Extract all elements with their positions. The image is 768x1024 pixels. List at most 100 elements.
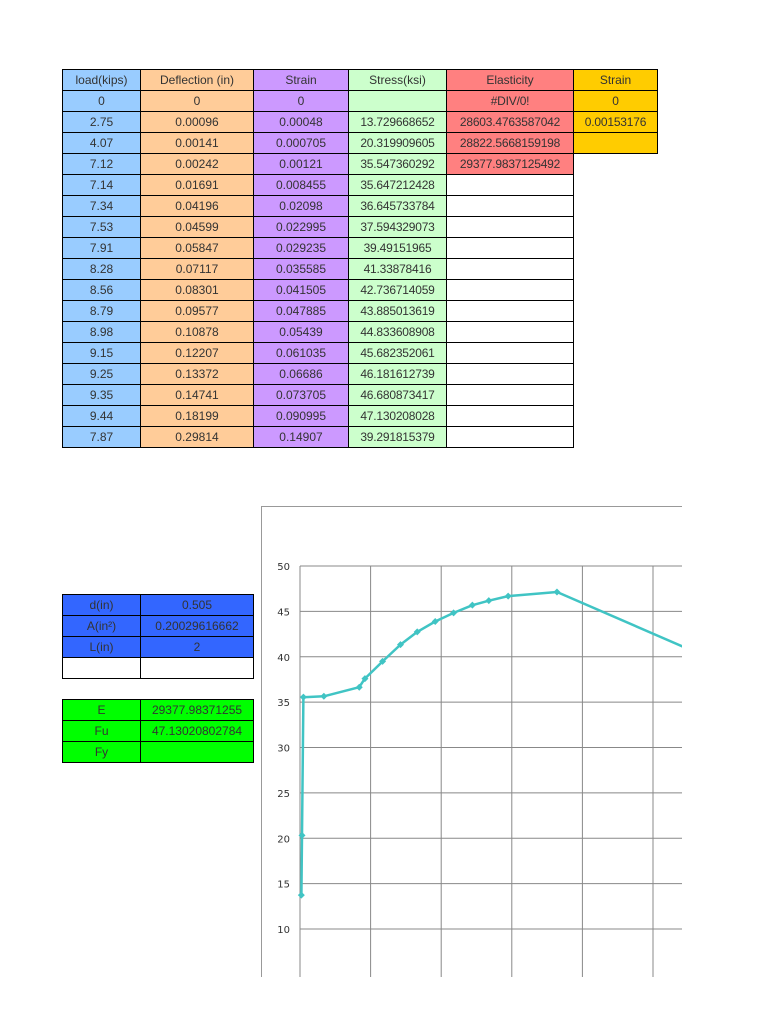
elasticity-cell[interactable] bbox=[446, 237, 574, 259]
strain-cell[interactable]: 0.061035 bbox=[253, 342, 349, 364]
deflection-cell[interactable]: 0.00242 bbox=[140, 153, 254, 175]
strain-cell[interactable]: 0.02098 bbox=[253, 195, 349, 217]
deflection-cell[interactable]: 0.13372 bbox=[140, 363, 254, 385]
stress-cell[interactable]: 36.645733784 bbox=[348, 195, 447, 217]
ultimate-strength-label[interactable]: Fu bbox=[62, 720, 141, 742]
header-deflection[interactable]: Deflection (in) bbox=[140, 69, 254, 91]
load-cell[interactable]: 8.28 bbox=[62, 258, 141, 280]
header-stress[interactable]: Stress(ksi) bbox=[348, 69, 447, 91]
stress-cell[interactable]: 37.594329073 bbox=[348, 216, 447, 238]
header-strain-2[interactable]: Strain bbox=[573, 69, 658, 91]
strain-2-cell[interactable]: 0 bbox=[573, 90, 658, 112]
strain-cell[interactable]: 0.029235 bbox=[253, 237, 349, 259]
diameter-label[interactable]: d(in) bbox=[62, 594, 141, 616]
modulus-value[interactable]: 29377.98371255 bbox=[140, 699, 254, 721]
deflection-cell[interactable]: 0 bbox=[140, 90, 254, 112]
stress-cell[interactable]: 46.181612739 bbox=[348, 363, 447, 385]
load-cell[interactable]: 4.07 bbox=[62, 132, 141, 154]
deflection-cell[interactable]: 0.00096 bbox=[140, 111, 254, 133]
elasticity-cell[interactable]: #DIV/0! bbox=[446, 90, 574, 112]
load-cell[interactable]: 0 bbox=[62, 90, 141, 112]
header-load[interactable]: load(kips) bbox=[62, 69, 141, 91]
deflection-cell[interactable]: 0.07117 bbox=[140, 258, 254, 280]
strain-2-cell[interactable] bbox=[574, 406, 658, 427]
strain-2-cell[interactable] bbox=[574, 343, 658, 364]
strain-2-cell[interactable] bbox=[574, 427, 658, 448]
length-value[interactable]: 2 bbox=[140, 636, 254, 658]
deflection-cell[interactable]: 0.18199 bbox=[140, 405, 254, 427]
strain-cell[interactable]: 0.00121 bbox=[253, 153, 349, 175]
strain-cell[interactable]: 0.00048 bbox=[253, 111, 349, 133]
deflection-cell[interactable]: 0.01691 bbox=[140, 174, 254, 196]
load-cell[interactable]: 7.34 bbox=[62, 195, 141, 217]
empty-cell[interactable] bbox=[62, 657, 141, 679]
deflection-cell[interactable]: 0.12207 bbox=[140, 342, 254, 364]
stress-cell[interactable]: 35.647212428 bbox=[348, 174, 447, 196]
load-cell[interactable]: 9.15 bbox=[62, 342, 141, 364]
strain-cell[interactable]: 0.000705 bbox=[253, 132, 349, 154]
yield-strength-label[interactable]: Fy bbox=[62, 741, 141, 763]
stress-cell[interactable]: 46.680873417 bbox=[348, 384, 447, 406]
strain-2-cell[interactable]: 0.00153176 bbox=[573, 111, 658, 133]
stress-strain-chart[interactable]: 10 15 20 25 30 35 40 45 50 bbox=[261, 506, 682, 977]
strain-2-cell[interactable] bbox=[574, 364, 658, 385]
strain-2-cell[interactable] bbox=[574, 322, 658, 343]
strain-cell[interactable]: 0.073705 bbox=[253, 384, 349, 406]
strain-2-cell[interactable] bbox=[574, 154, 658, 175]
elasticity-cell[interactable]: 29377.9837125492 bbox=[446, 153, 574, 175]
load-cell[interactable]: 2.75 bbox=[62, 111, 141, 133]
load-cell[interactable]: 8.56 bbox=[62, 279, 141, 301]
stress-cell[interactable]: 43.885013619 bbox=[348, 300, 447, 322]
stress-cell[interactable]: 39.49151965 bbox=[348, 237, 447, 259]
strain-2-cell[interactable] bbox=[574, 238, 658, 259]
strain-2-cell[interactable] bbox=[574, 196, 658, 217]
elasticity-cell[interactable]: 28603.4763587042 bbox=[446, 111, 574, 133]
elasticity-cell[interactable] bbox=[446, 300, 574, 322]
deflection-cell[interactable]: 0.14741 bbox=[140, 384, 254, 406]
header-strain[interactable]: Strain bbox=[253, 69, 349, 91]
strain-cell[interactable]: 0 bbox=[253, 90, 349, 112]
deflection-cell[interactable]: 0.05847 bbox=[140, 237, 254, 259]
strain-2-cell[interactable] bbox=[574, 385, 658, 406]
elasticity-cell[interactable] bbox=[446, 384, 574, 406]
stress-cell[interactable] bbox=[348, 90, 447, 112]
stress-cell[interactable]: 44.833608908 bbox=[348, 321, 447, 343]
elasticity-cell[interactable] bbox=[446, 342, 574, 364]
stress-cell[interactable]: 47.130208028 bbox=[348, 405, 447, 427]
elasticity-cell[interactable] bbox=[446, 405, 574, 427]
stress-cell[interactable]: 41.33878416 bbox=[348, 258, 447, 280]
elasticity-cell[interactable]: 28822.5668159198 bbox=[446, 132, 574, 154]
header-elasticity[interactable]: Elasticity bbox=[446, 69, 574, 91]
elasticity-cell[interactable] bbox=[446, 321, 574, 343]
elasticity-cell[interactable] bbox=[446, 363, 574, 385]
load-cell[interactable]: 9.44 bbox=[62, 405, 141, 427]
area-label[interactable]: A(in²) bbox=[62, 615, 141, 637]
length-label[interactable]: L(in) bbox=[62, 636, 141, 658]
load-cell[interactable]: 9.25 bbox=[62, 363, 141, 385]
strain-cell[interactable]: 0.008455 bbox=[253, 174, 349, 196]
strain-cell[interactable]: 0.06686 bbox=[253, 363, 349, 385]
stress-cell[interactable]: 20.319909605 bbox=[348, 132, 447, 154]
deflection-cell[interactable]: 0.08301 bbox=[140, 279, 254, 301]
deflection-cell[interactable]: 0.10878 bbox=[140, 321, 254, 343]
deflection-cell[interactable]: 0.04196 bbox=[140, 195, 254, 217]
stress-cell[interactable]: 39.291815379 bbox=[348, 426, 447, 448]
load-cell[interactable]: 7.87 bbox=[62, 426, 141, 448]
strain-cell[interactable]: 0.035585 bbox=[253, 258, 349, 280]
load-cell[interactable]: 7.53 bbox=[62, 216, 141, 238]
strain-2-cell[interactable] bbox=[573, 132, 658, 154]
strain-cell[interactable]: 0.041505 bbox=[253, 279, 349, 301]
empty-cell[interactable] bbox=[140, 657, 254, 679]
diameter-value[interactable]: 0.505 bbox=[140, 594, 254, 616]
strain-2-cell[interactable] bbox=[574, 280, 658, 301]
strain-cell[interactable]: 0.047885 bbox=[253, 300, 349, 322]
strain-cell[interactable]: 0.05439 bbox=[253, 321, 349, 343]
load-cell[interactable]: 7.12 bbox=[62, 153, 141, 175]
strain-cell[interactable]: 0.14907 bbox=[253, 426, 349, 448]
yield-strength-value[interactable] bbox=[140, 741, 254, 763]
deflection-cell[interactable]: 0.29814 bbox=[140, 426, 254, 448]
deflection-cell[interactable]: 0.04599 bbox=[140, 216, 254, 238]
strain-2-cell[interactable] bbox=[574, 175, 658, 196]
strain-2-cell[interactable] bbox=[574, 259, 658, 280]
area-value[interactable]: 0.20029616662 bbox=[140, 615, 254, 637]
